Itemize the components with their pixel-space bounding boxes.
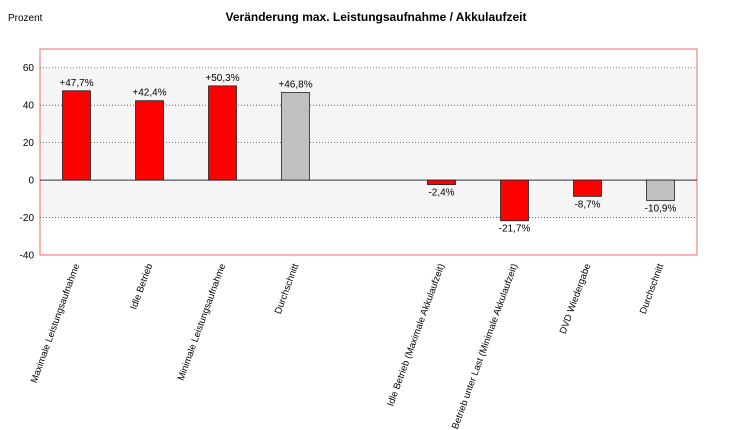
category-label: Durchschnitt [638, 262, 667, 316]
y-tick-label: 20 [23, 138, 35, 149]
bar [135, 100, 164, 181]
category-label: Durchschnitt [273, 262, 302, 316]
data-label: -8,7% [574, 199, 600, 210]
category-label: Maximale Leistungsaufnahme [29, 262, 83, 384]
category-label: Idle Betrieb [129, 262, 156, 311]
data-label: +50,3% [205, 73, 239, 84]
data-label: -21,7% [499, 224, 531, 235]
y-tick-label: -20 [20, 213, 35, 224]
bar [646, 179, 675, 201]
y-tick-label: -40 [20, 251, 35, 262]
category-label: DVD Wiedergabe [558, 262, 594, 335]
bar [208, 85, 237, 181]
data-label: +42,4% [132, 88, 166, 99]
bar [500, 179, 529, 222]
data-label: -10,9% [645, 204, 677, 215]
category-label: Idle Betrieb (Maximale Akkulaufzeit) [385, 262, 447, 408]
chart-title: Veränderung max. Leistungsaufnahme / Akk… [226, 10, 527, 24]
data-label: +47,7% [59, 78, 93, 89]
plot-area: -40 -20 0 20 40 60 +47,7% Maximale Leistungsauf… [20, 48, 698, 430]
category-label: Minimale Leistungsaufnahme [176, 262, 229, 382]
data-label: +46,8% [278, 79, 312, 90]
y-tick-label: 40 [23, 101, 35, 112]
bar [281, 92, 310, 181]
bar [573, 179, 602, 197]
data-label: -2,4% [428, 188, 454, 199]
bar [62, 90, 91, 181]
category-label: Betrieb unter Last (Minimale Akkulaufzei… [450, 262, 520, 430]
bar [427, 179, 456, 185]
y-axis-title: Prozent [8, 13, 43, 24]
y-tick-label: 0 [28, 176, 34, 187]
y-tick-label: 60 [23, 63, 35, 74]
plot-border [39, 48, 698, 256]
